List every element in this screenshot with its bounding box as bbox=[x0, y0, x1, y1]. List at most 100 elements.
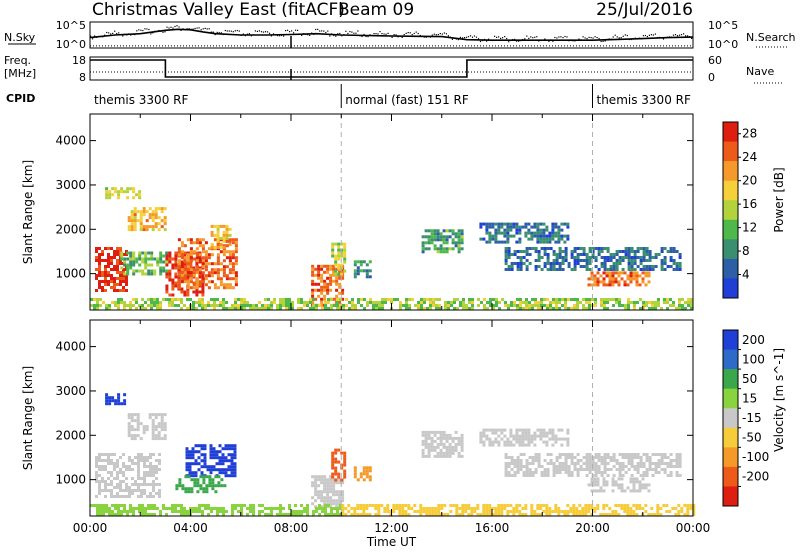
data-cell bbox=[482, 513, 486, 516]
data-cell bbox=[460, 247, 464, 251]
data-cell bbox=[543, 250, 547, 253]
data-cell bbox=[332, 499, 336, 503]
data-cell bbox=[570, 253, 574, 256]
data-cell bbox=[117, 507, 120, 510]
data-cell bbox=[605, 513, 609, 516]
data-cell bbox=[329, 273, 333, 277]
data-cell bbox=[297, 298, 300, 301]
data-cell bbox=[140, 483, 143, 486]
data-cell bbox=[113, 495, 116, 498]
data-cell bbox=[430, 445, 434, 449]
data-cell bbox=[165, 298, 168, 301]
data-cell bbox=[168, 269, 172, 273]
data-cell bbox=[129, 257, 133, 261]
nsky-point bbox=[608, 38, 610, 40]
data-cell bbox=[196, 484, 200, 488]
data-cell bbox=[133, 210, 137, 214]
data-cell bbox=[614, 504, 618, 507]
data-cell bbox=[531, 304, 534, 307]
data-cell bbox=[353, 275, 357, 279]
data-cell bbox=[335, 282, 339, 286]
data-cell bbox=[666, 456, 670, 459]
data-cell bbox=[323, 487, 327, 491]
data-cell bbox=[116, 483, 119, 486]
data-cell bbox=[657, 462, 661, 465]
data-cell bbox=[107, 489, 110, 492]
data-cell bbox=[291, 510, 294, 513]
data-cell bbox=[603, 459, 607, 462]
data-cell bbox=[152, 465, 155, 468]
data-cell bbox=[460, 241, 464, 245]
data-cell bbox=[381, 298, 384, 301]
data-cell bbox=[362, 472, 366, 476]
data-cell bbox=[582, 253, 586, 256]
data-cell bbox=[311, 496, 315, 500]
data-cell bbox=[564, 298, 567, 301]
data-cell bbox=[445, 445, 449, 449]
data-cell bbox=[140, 489, 143, 492]
data-cell bbox=[329, 490, 333, 494]
data-cell bbox=[569, 507, 573, 510]
data-cell bbox=[98, 262, 101, 265]
data-cell bbox=[117, 307, 120, 310]
data-cell bbox=[177, 274, 181, 278]
nsky-point bbox=[534, 36, 536, 38]
data-cell bbox=[95, 247, 98, 250]
data-cell bbox=[137, 459, 140, 462]
data-cell bbox=[527, 440, 531, 444]
data-cell bbox=[588, 256, 592, 259]
data-cell bbox=[383, 510, 387, 513]
data-cell bbox=[448, 451, 452, 455]
data-cell bbox=[297, 307, 300, 310]
data-cell bbox=[110, 262, 113, 265]
data-cell bbox=[133, 207, 137, 211]
data-cell bbox=[220, 478, 224, 482]
data-cell bbox=[230, 456, 234, 460]
data-cell bbox=[147, 298, 150, 301]
data-cell bbox=[327, 307, 330, 310]
data-cell bbox=[395, 507, 399, 510]
data-cell bbox=[467, 507, 471, 510]
nsky-point bbox=[496, 36, 498, 38]
data-cell bbox=[210, 253, 214, 257]
data-cell bbox=[600, 250, 604, 253]
data-cell bbox=[442, 235, 446, 239]
data-cell bbox=[629, 489, 633, 493]
data-cell bbox=[525, 474, 529, 477]
data-cell bbox=[510, 462, 514, 465]
data-cell bbox=[632, 504, 636, 507]
data-cell bbox=[537, 304, 540, 307]
data-cell bbox=[549, 262, 553, 265]
data-cell bbox=[158, 489, 161, 492]
data-cell bbox=[448, 247, 452, 251]
data-cell bbox=[404, 513, 408, 516]
data-cell bbox=[129, 510, 132, 513]
data-cell bbox=[186, 513, 189, 516]
data-cell bbox=[134, 480, 137, 483]
data-cell bbox=[423, 301, 426, 304]
data-cell bbox=[194, 450, 198, 454]
data-cell bbox=[563, 513, 567, 516]
data-cell bbox=[421, 244, 425, 248]
data-cell bbox=[200, 444, 204, 448]
data-cell bbox=[512, 507, 516, 510]
data-cell bbox=[533, 225, 537, 229]
data-cell bbox=[224, 459, 228, 463]
data-cell bbox=[608, 277, 612, 281]
data-cell bbox=[654, 301, 657, 304]
data-cell bbox=[187, 490, 191, 494]
data-cell bbox=[365, 469, 369, 473]
nsky-point bbox=[122, 35, 124, 37]
data-cell bbox=[504, 247, 508, 250]
data-cell bbox=[427, 445, 431, 449]
data-cell bbox=[210, 268, 214, 272]
data-cell bbox=[184, 487, 188, 491]
data-cell bbox=[132, 510, 135, 513]
data-cell bbox=[648, 268, 652, 271]
data-cell bbox=[222, 510, 225, 513]
data-cell bbox=[128, 492, 131, 495]
data-cell bbox=[624, 456, 628, 459]
nsky-point bbox=[680, 34, 683, 36]
data-cell bbox=[420, 298, 423, 301]
data-cell bbox=[669, 298, 672, 301]
